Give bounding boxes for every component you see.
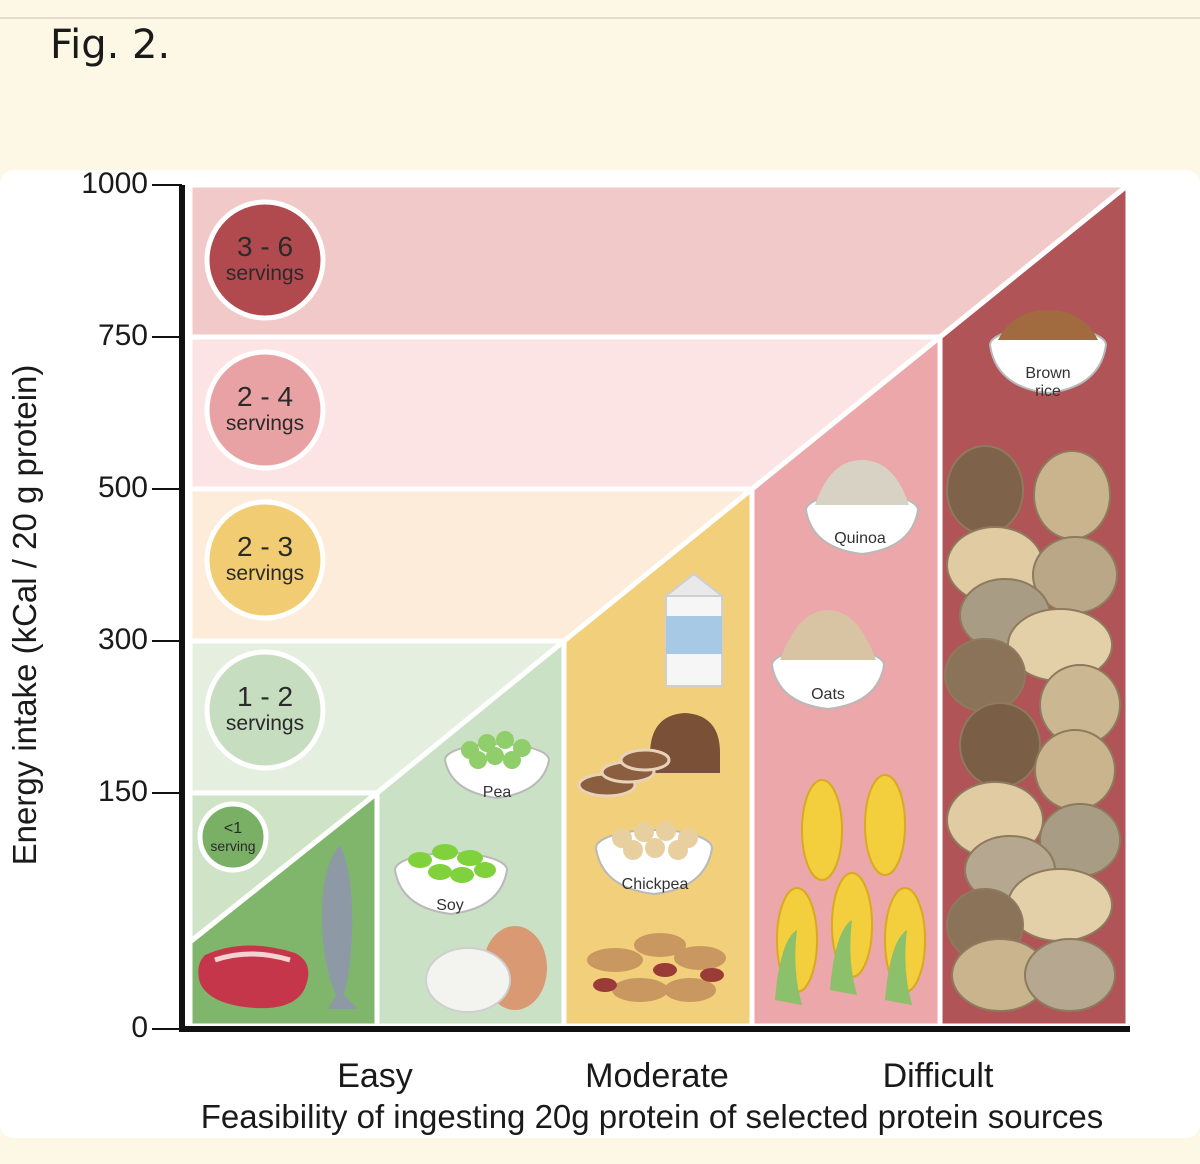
band-unit: servings [226,562,304,585]
illustration-circle [634,822,654,842]
illustration-ellipse [864,774,906,876]
illustration-ellipse [474,862,496,878]
illustration-ellipse [450,867,474,883]
illustration-ellipse [944,638,1026,712]
group [577,572,726,1002]
illustration-circle [623,840,643,860]
illustration-circle [204,199,326,321]
figure-label: Fig. 2. [50,22,170,68]
illustration-path [815,460,909,505]
band-range: 3 - 6 [237,231,293,262]
x-category-label: Easy [337,1057,413,1095]
illustration-circle [668,840,688,860]
illustration-ellipse [432,844,458,860]
group [587,933,726,1002]
illustration-path [214,951,291,963]
illustration-ellipse [428,864,452,880]
illustration-path [322,845,358,1009]
illustration-path [780,610,876,660]
illustration-circle [513,739,531,757]
band-unit: servings [226,412,304,435]
food-label: Pea [483,784,512,801]
food-label: Quinoa [834,530,886,547]
food-label: Soy [436,897,464,914]
y-tick-label: 150 [98,775,148,808]
illustration-ellipse [959,702,1041,788]
group [393,731,551,1013]
illustration-polygon [663,572,725,597]
illustration-path [998,310,1098,340]
illustration-circle [486,747,504,765]
y-tick-label: 300 [98,623,148,656]
illustration-ellipse [664,978,716,1002]
group [198,845,358,1009]
illustration-ellipse [425,947,511,1013]
band-unit: serving [210,838,255,854]
illustration-circle [204,349,326,471]
y-axis-title: Energy intake (kCal / 20 g protein) [6,365,43,866]
illustration-ellipse [700,968,724,982]
illustration-circle [656,821,676,841]
illustration-ellipse [634,933,686,957]
illustration-circle [204,649,326,771]
band-unit: servings [226,262,304,285]
group [612,821,698,860]
illustration-ellipse [587,948,643,972]
y-tick-label: 1000 [81,167,148,200]
illustration-ellipse [408,852,432,868]
food-label: rice [1035,383,1061,400]
illustration-circle [204,499,326,621]
illustration-ellipse [619,748,671,772]
illustration-path [885,930,912,1005]
y-tick-label: 0 [131,1011,148,1044]
illustration-circle [469,751,487,769]
group [770,460,926,1005]
y-tick-label: 750 [98,319,148,352]
illustration-ellipse [674,946,726,970]
illustration-circle [197,801,269,873]
food-label: Oats [811,686,845,703]
group [197,199,326,873]
food-label: Brown [1025,365,1070,382]
band-range: 1 - 2 [237,681,293,712]
band-range: 2 - 4 [237,381,293,412]
band-unit: servings [226,712,304,735]
illustration-ellipse [1024,938,1116,1012]
illustration-path [198,945,309,1009]
x-category-label: Difficult [883,1057,994,1095]
illustration-ellipse [946,445,1024,535]
group [408,844,496,883]
group [775,920,912,1005]
illustration-circle [645,838,665,858]
band-range: <1 [224,820,242,837]
illustration-ellipse [593,978,617,992]
illustration-rect [666,616,722,654]
illustration-circle [478,734,496,752]
group [593,963,724,992]
group [577,748,671,798]
illustration-path [830,920,857,995]
illustration-ellipse [457,850,483,866]
illustration-ellipse [1033,450,1111,540]
illustration-path [775,930,802,1005]
group: 1000 750 500 300 150 0 Energy intake (kCal / 2… [6,167,1103,1135]
illustration-ellipse [1034,729,1116,811]
illustration-ellipse [612,978,668,1002]
group [461,731,531,769]
illustration-ellipse [653,963,677,977]
band-range: 2 - 3 [237,531,293,562]
x-axis-title: Feasibility of ingesting 20g protein of … [201,1098,1104,1135]
food-label: Chickpea [622,876,689,893]
group [944,445,1121,1012]
illustration-circle [496,731,514,749]
y-tick-label: 500 [98,471,148,504]
group [944,310,1121,1012]
illustration-circle [503,751,521,769]
x-category-label: Moderate [585,1057,729,1095]
illustration-ellipse [801,779,843,881]
